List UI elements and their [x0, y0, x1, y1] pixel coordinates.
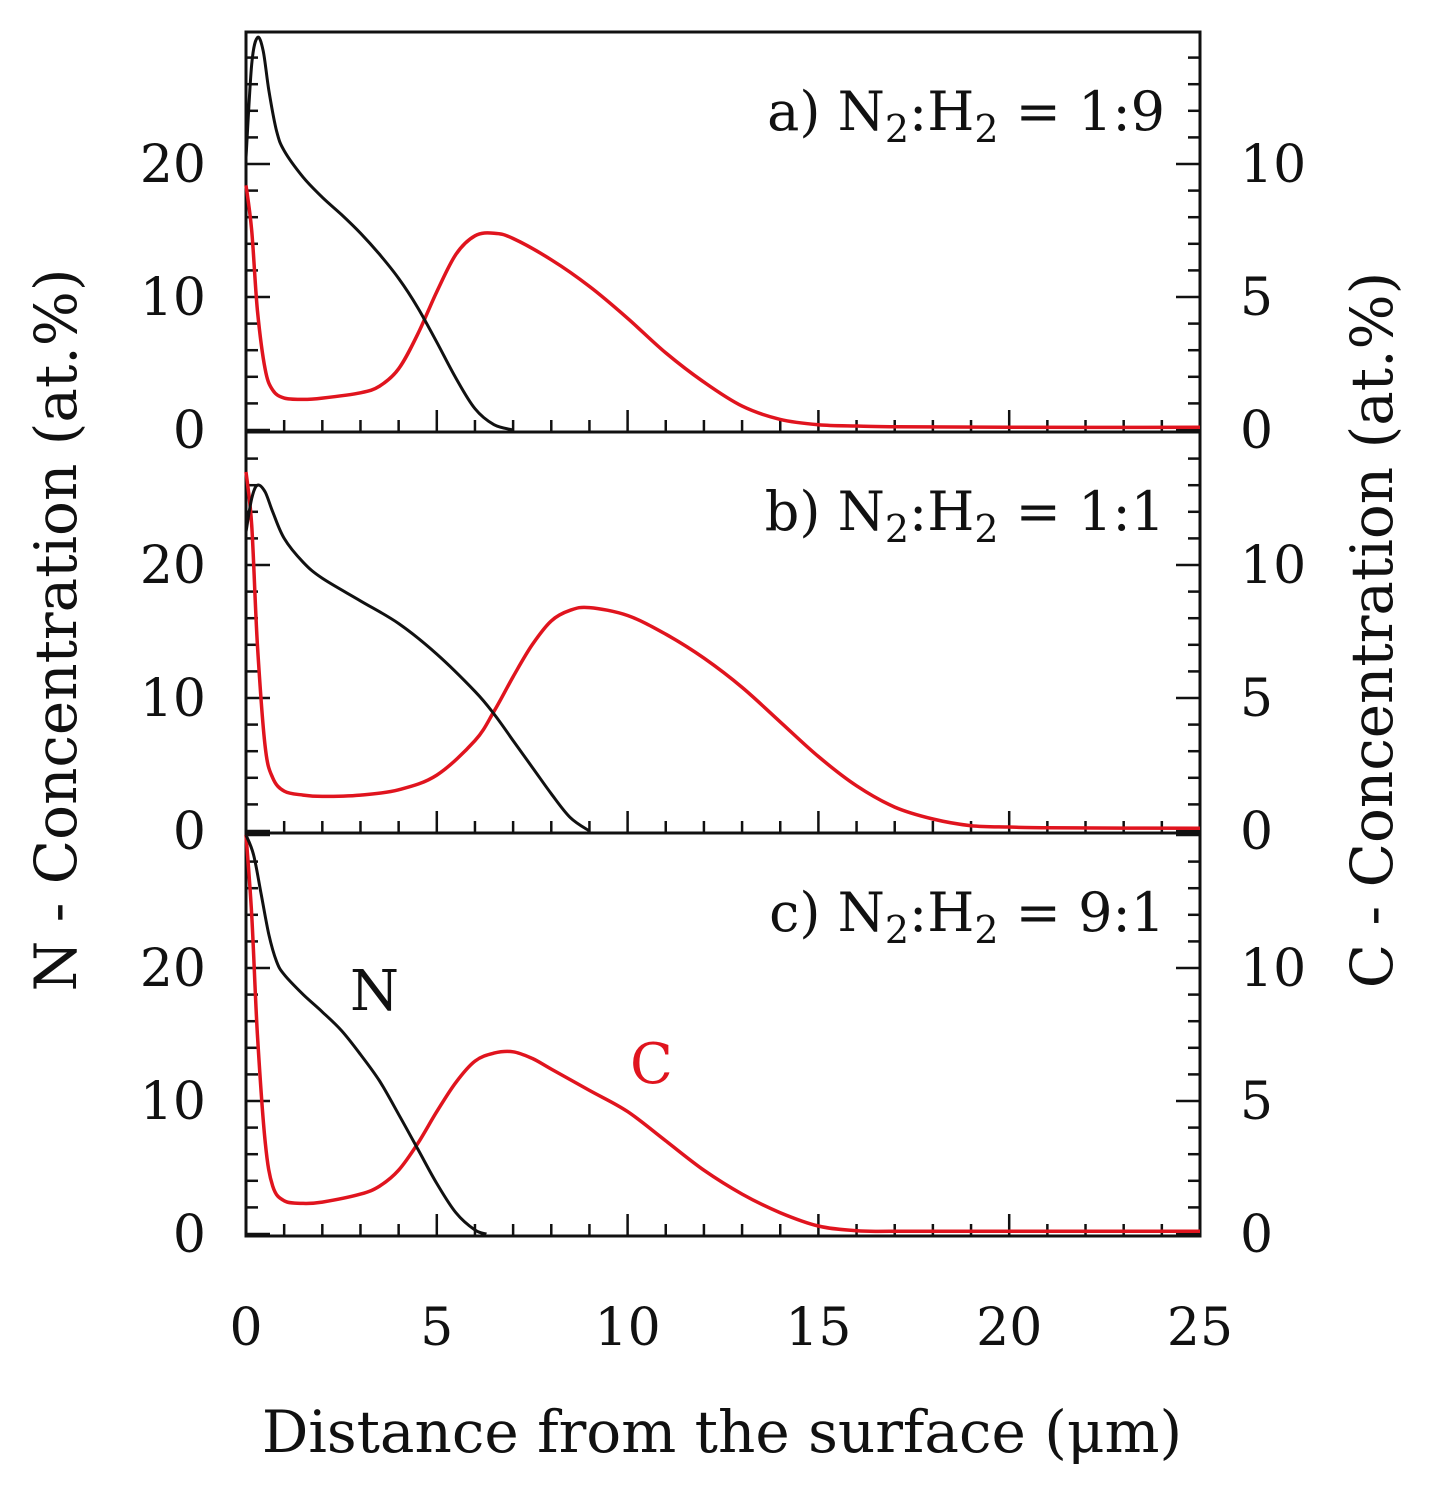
right-y-tick-label: 10: [1240, 939, 1306, 999]
right-y-tick-label: 10: [1240, 536, 1306, 596]
panel-label: b) N2:H2 = 1:1: [765, 480, 1165, 551]
left-y-tick-label: 0: [173, 1205, 206, 1265]
panel-label-subscript: 2: [974, 507, 998, 551]
left-y-tick-label: 10: [140, 669, 206, 729]
left-y-axis-title: N - Concentration (at.%): [22, 269, 90, 992]
panel-label-subscript: 2: [974, 107, 998, 151]
right-y-tick-label: 5: [1240, 268, 1273, 328]
series-line-N: [244, 834, 487, 1236]
series-label-N: N: [350, 959, 399, 1024]
series-line-N: [244, 35, 514, 432]
right-y-tick-label: 10: [1240, 135, 1306, 195]
series-line-N: [244, 483, 591, 833]
left-y-tick-label: 10: [140, 268, 206, 328]
right-y-axis-title: C - Concentration (at.%): [1338, 272, 1406, 989]
panel-label: c) N2:H2 = 9:1: [769, 881, 1165, 952]
series-line-C: [244, 185, 1201, 430]
panel-label-part: c) N: [769, 881, 885, 944]
x-tick-label: 5: [420, 1298, 453, 1358]
right-y-tick-label: 0: [1240, 401, 1273, 461]
x-axis-title: Distance from the surface (μm): [262, 1398, 1182, 1466]
right-y-tick-label: 0: [1240, 1205, 1273, 1265]
right-y-tick-label: 5: [1240, 1072, 1273, 1132]
x-tick-label: 20: [976, 1298, 1042, 1358]
panel-label-part: = 9:1: [999, 881, 1165, 944]
x-tick-label: 15: [785, 1298, 851, 1358]
series-line-C: [244, 834, 1200, 1234]
left-y-tick-label: 10: [140, 1072, 206, 1132]
x-tick-labels: 0 5 10 15 20 25: [229, 1298, 1233, 1358]
left-y-tick-label: 20: [140, 536, 206, 596]
series-line-C: [244, 471, 1201, 831]
left-y-tick-label: 20: [140, 135, 206, 195]
panel-label-part: = 1:9: [999, 80, 1165, 143]
panel-label-subscript: 2: [885, 507, 909, 551]
panel-label: a) N2:H2 = 1:9: [767, 80, 1165, 151]
panel-label-part: a) N: [767, 80, 885, 143]
right-y-tick-label: 5: [1240, 669, 1273, 729]
right-y-tick-label: 0: [1240, 802, 1273, 862]
panel-label-part: :H: [909, 80, 974, 143]
panel-label-subscript: 2: [885, 107, 909, 151]
panel-label-part: :H: [909, 881, 974, 944]
left-y-tick-label: 0: [173, 802, 206, 862]
x-tick-label: 25: [1167, 1298, 1233, 1358]
panel-label-part: :H: [909, 480, 974, 543]
series-label-C: C: [630, 1032, 673, 1097]
left-y-tick-label: 0: [173, 401, 206, 461]
panel-frame: [244, 831, 1202, 1238]
panel-label-part: = 1:1: [999, 480, 1165, 543]
panel-label-subscript: 2: [974, 908, 998, 952]
left-y-tick-label: 20: [140, 939, 206, 999]
panel-label-subscript: 2: [885, 908, 909, 952]
panel-label-part: b) N: [765, 480, 885, 543]
x-tick-label: 0: [229, 1298, 262, 1358]
x-tick-label: 10: [595, 1298, 661, 1358]
